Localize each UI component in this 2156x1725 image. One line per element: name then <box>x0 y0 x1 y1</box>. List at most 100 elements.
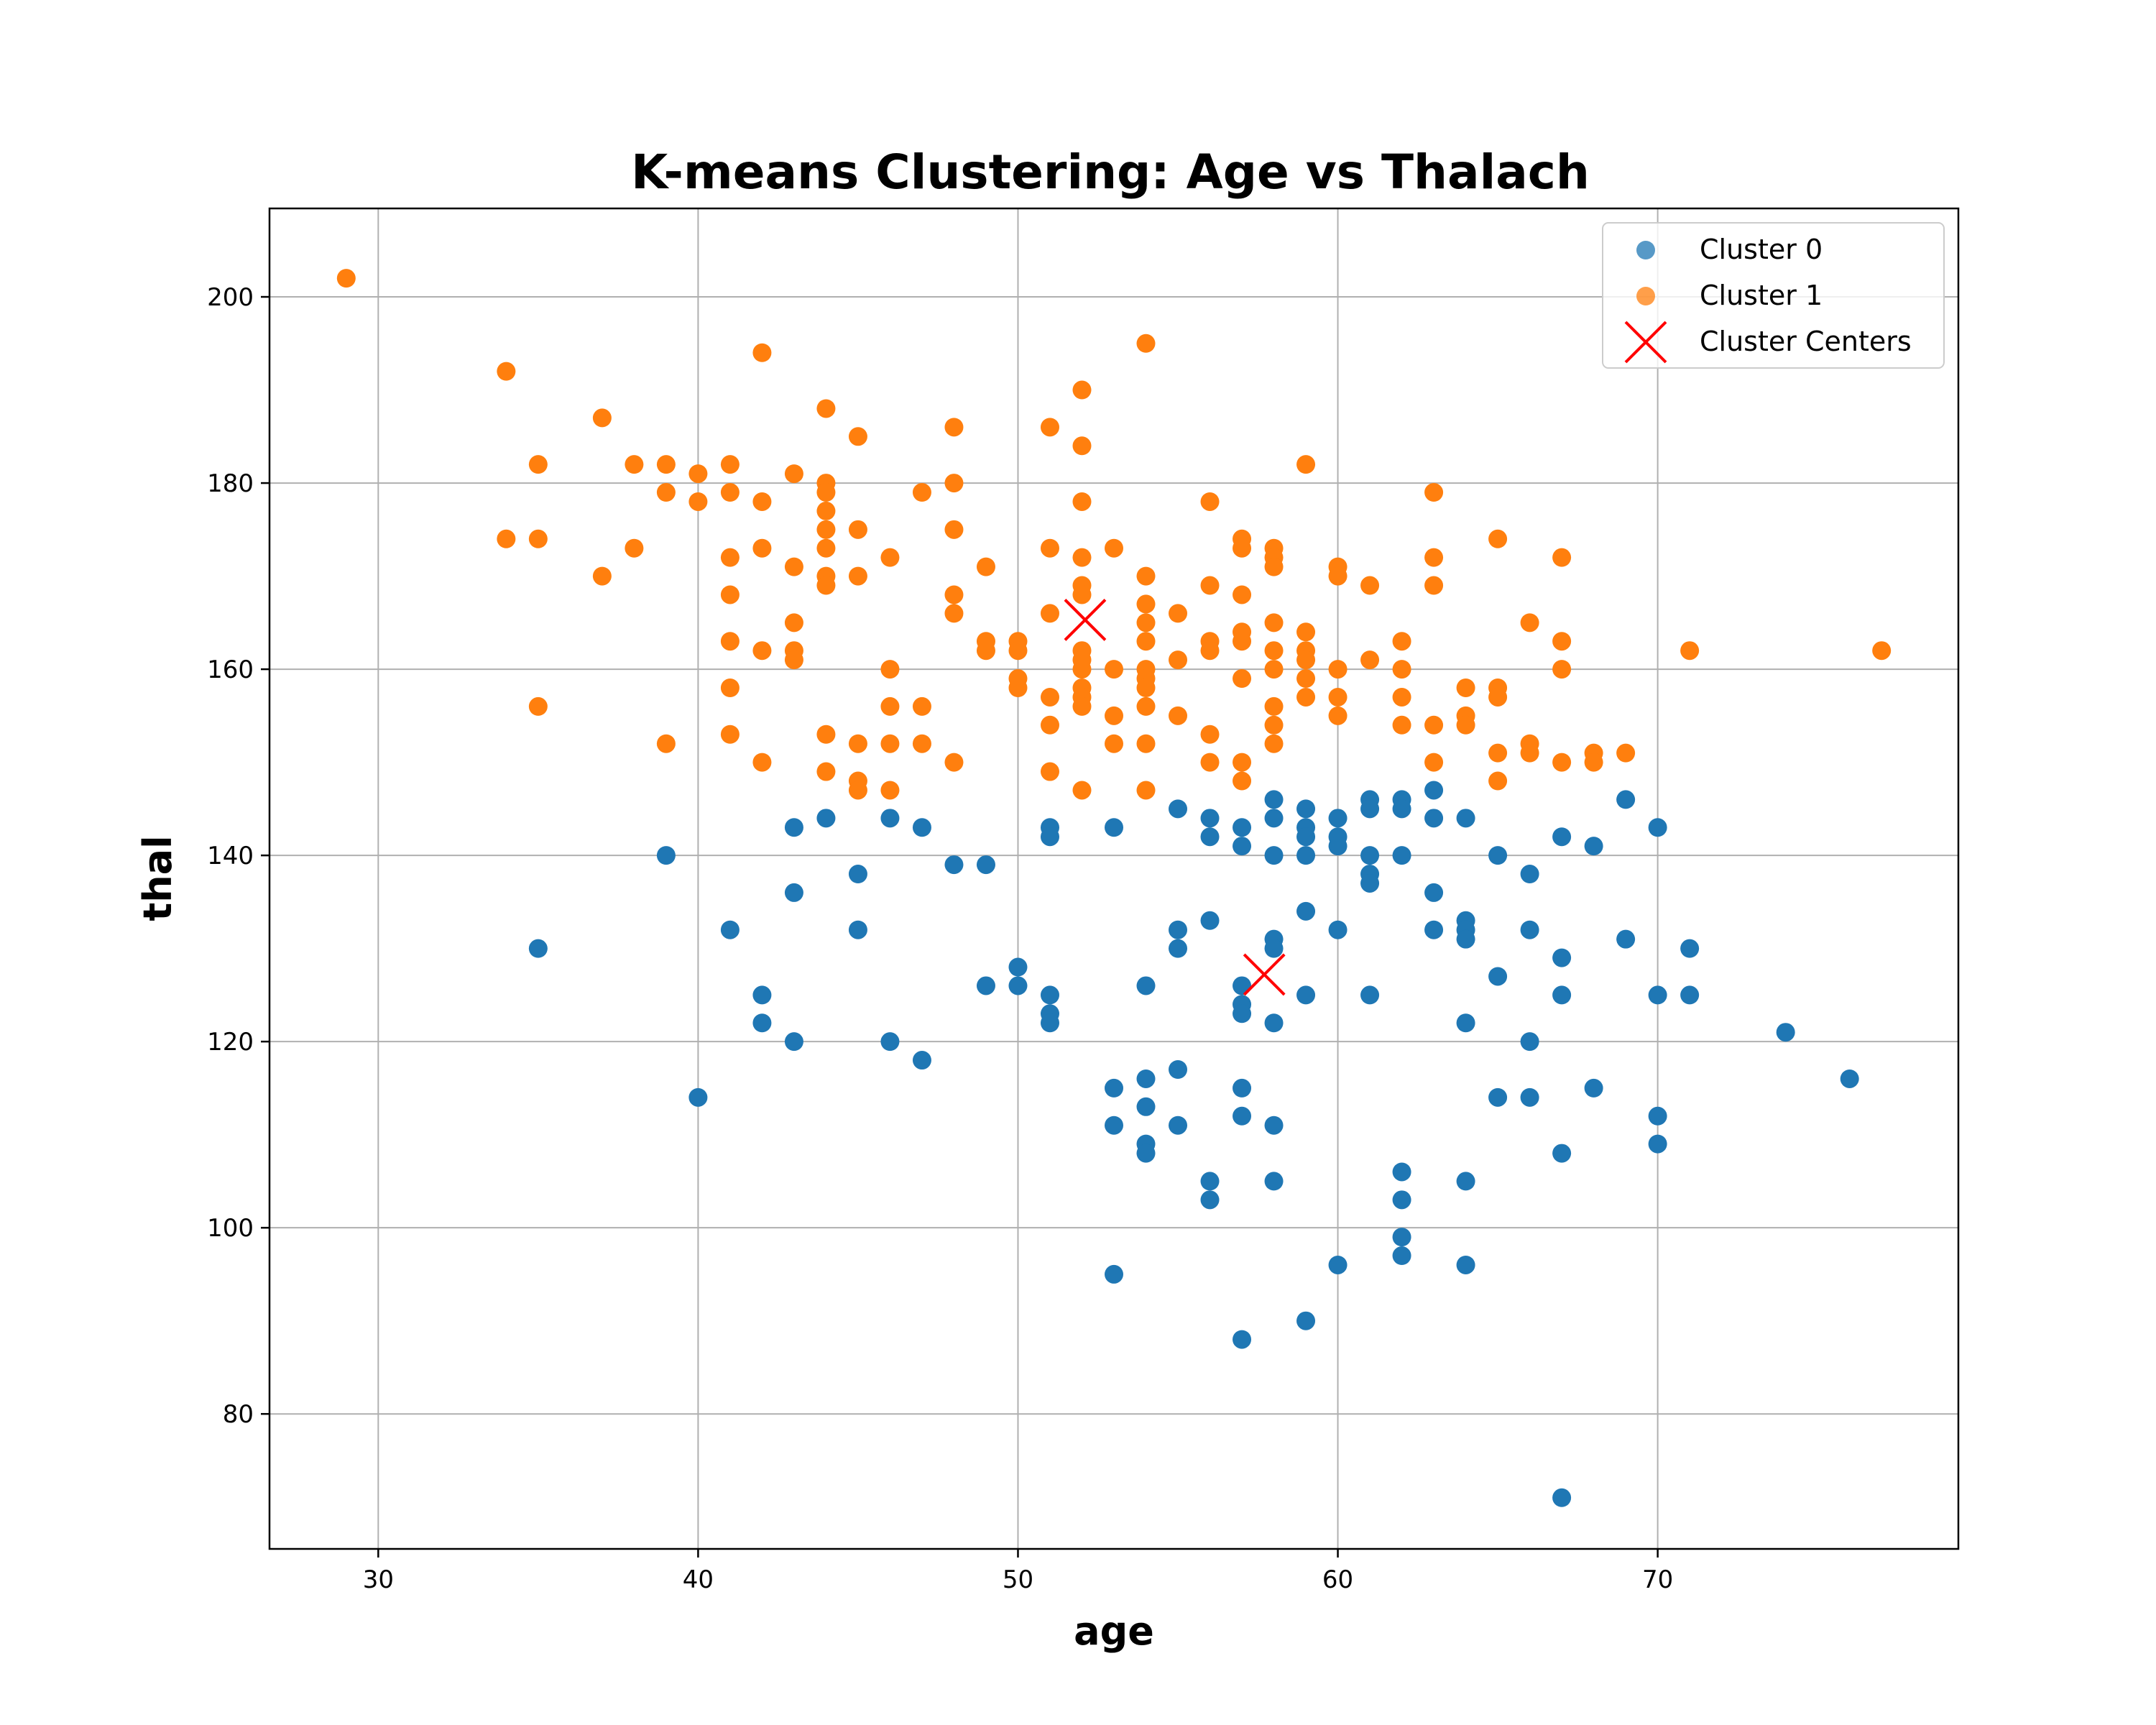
cluster-0-point <box>1233 837 1252 856</box>
y-tick-label: 160 <box>207 656 254 684</box>
cluster-0-point <box>880 809 900 828</box>
cluster-1-point <box>592 408 612 428</box>
cluster-1-point <box>1136 678 1156 697</box>
cluster-0-point <box>1456 929 1475 949</box>
cluster-1-point <box>1136 734 1156 753</box>
cluster-1-point <box>1233 538 1252 558</box>
cluster-1-point <box>1456 678 1475 697</box>
cluster-1-point <box>1680 641 1700 661</box>
cluster-1-point <box>1488 743 1508 763</box>
cluster-center-marker <box>1243 953 1286 996</box>
cluster-0-point <box>1264 1116 1284 1135</box>
cluster-0-point <box>1392 799 1411 819</box>
cluster-1-point <box>1488 771 1508 791</box>
cluster-1-point <box>784 464 803 484</box>
cluster-1-point <box>976 557 995 576</box>
cluster-1-point <box>1264 613 1284 632</box>
cluster-0-point <box>1488 846 1508 865</box>
cluster-0-point <box>1296 1311 1316 1330</box>
cluster-0-point <box>1233 1004 1252 1024</box>
chart-title: K-means Clustering: Age vs Thalach <box>631 144 1590 200</box>
cluster-1-point <box>1264 734 1284 753</box>
cluster-0-point <box>1392 1162 1411 1182</box>
cluster-0-point <box>1105 1078 1123 1098</box>
cluster-1-point <box>944 585 964 604</box>
cluster-0-point <box>1296 827 1316 847</box>
cluster-1-point <box>1072 696 1092 716</box>
cluster-1-point <box>1040 538 1059 558</box>
cluster-1-point <box>336 269 356 288</box>
cluster-1-point <box>1233 771 1252 791</box>
cluster-1-point <box>1136 334 1156 353</box>
cluster-1-point <box>1200 576 1220 595</box>
cluster-0-point <box>1552 1488 1572 1507</box>
cluster-0-point <box>1552 985 1572 1005</box>
cluster-1-point <box>1169 650 1188 670</box>
cluster-0-point <box>1392 1246 1411 1266</box>
cluster-1-point <box>1072 660 1092 679</box>
cluster-1-point <box>1552 660 1572 679</box>
cluster-1-point <box>1105 706 1123 725</box>
cluster-1-point <box>1169 706 1188 725</box>
cluster-1-point <box>625 538 644 558</box>
y-tick-label: 120 <box>207 1028 254 1057</box>
x-tick-label: 40 <box>683 1565 714 1594</box>
cluster-0-point <box>752 1013 772 1033</box>
cluster-1-point <box>880 660 900 679</box>
cluster-1-point <box>1616 743 1636 763</box>
cluster-0-point <box>1169 939 1188 958</box>
cluster-1-point <box>816 399 836 418</box>
cluster-1-point <box>1200 753 1220 772</box>
cluster-1-point <box>1264 660 1284 679</box>
cluster-0-point <box>1456 1172 1475 1191</box>
cluster-0-point <box>848 865 867 884</box>
cluster-1-point <box>944 520 964 539</box>
x-tick-label: 60 <box>1322 1565 1353 1594</box>
cluster-1-point <box>1296 622 1316 642</box>
x-axis-title: age <box>1074 1609 1154 1654</box>
cluster-1-point <box>1233 585 1252 604</box>
cluster-0-point <box>1264 1013 1284 1033</box>
cluster-1-point <box>720 724 740 744</box>
legend-label-cluster-centers: Cluster Centers <box>1700 326 1912 357</box>
cluster-1-point <box>848 566 867 586</box>
cluster-1-point <box>1136 781 1156 800</box>
cluster-1-point <box>528 696 548 716</box>
cluster-1-point <box>1200 492 1220 511</box>
cluster-0-point <box>1105 818 1123 837</box>
x-tick-label: 30 <box>363 1565 394 1594</box>
cluster-1-point <box>1008 678 1028 697</box>
cluster-1-point <box>784 650 803 670</box>
cluster-0-point <box>1616 929 1636 949</box>
cluster-1-point <box>656 483 676 502</box>
cluster-0-point <box>1296 985 1316 1005</box>
cluster-1-point <box>1392 632 1411 651</box>
cluster-0-point <box>1328 920 1348 939</box>
cluster-1-point <box>1040 418 1059 437</box>
cluster-1-point <box>1488 687 1508 707</box>
cluster-0-point <box>1264 790 1284 809</box>
cluster-1-point <box>1360 576 1380 595</box>
cluster-1-point <box>1008 641 1028 661</box>
cluster-0-point <box>880 1032 900 1052</box>
plot-area <box>270 208 1958 1549</box>
cluster-1-point <box>1392 715 1411 735</box>
cluster-0-point <box>784 883 803 902</box>
legend-label-cluster-1: Cluster 1 <box>1700 280 1823 311</box>
cluster-1-point <box>1233 669 1252 689</box>
y-axis-title: thal <box>135 835 180 921</box>
cluster-1-point <box>1136 632 1156 651</box>
cluster-0-point <box>1105 1264 1123 1284</box>
cluster-1-point <box>1040 715 1059 735</box>
cluster-0-point <box>976 976 995 995</box>
cluster-1-point <box>1169 604 1188 623</box>
cluster-0-point <box>1200 809 1220 828</box>
cluster-0-point <box>1776 1023 1795 1042</box>
cluster-1-point <box>1872 641 1892 661</box>
cluster-1-point <box>1200 641 1220 661</box>
cluster-0-point <box>656 846 676 865</box>
cluster-center-marker <box>1064 599 1107 641</box>
cluster-0-point <box>1008 957 1028 977</box>
cluster-0-point <box>1296 846 1316 865</box>
